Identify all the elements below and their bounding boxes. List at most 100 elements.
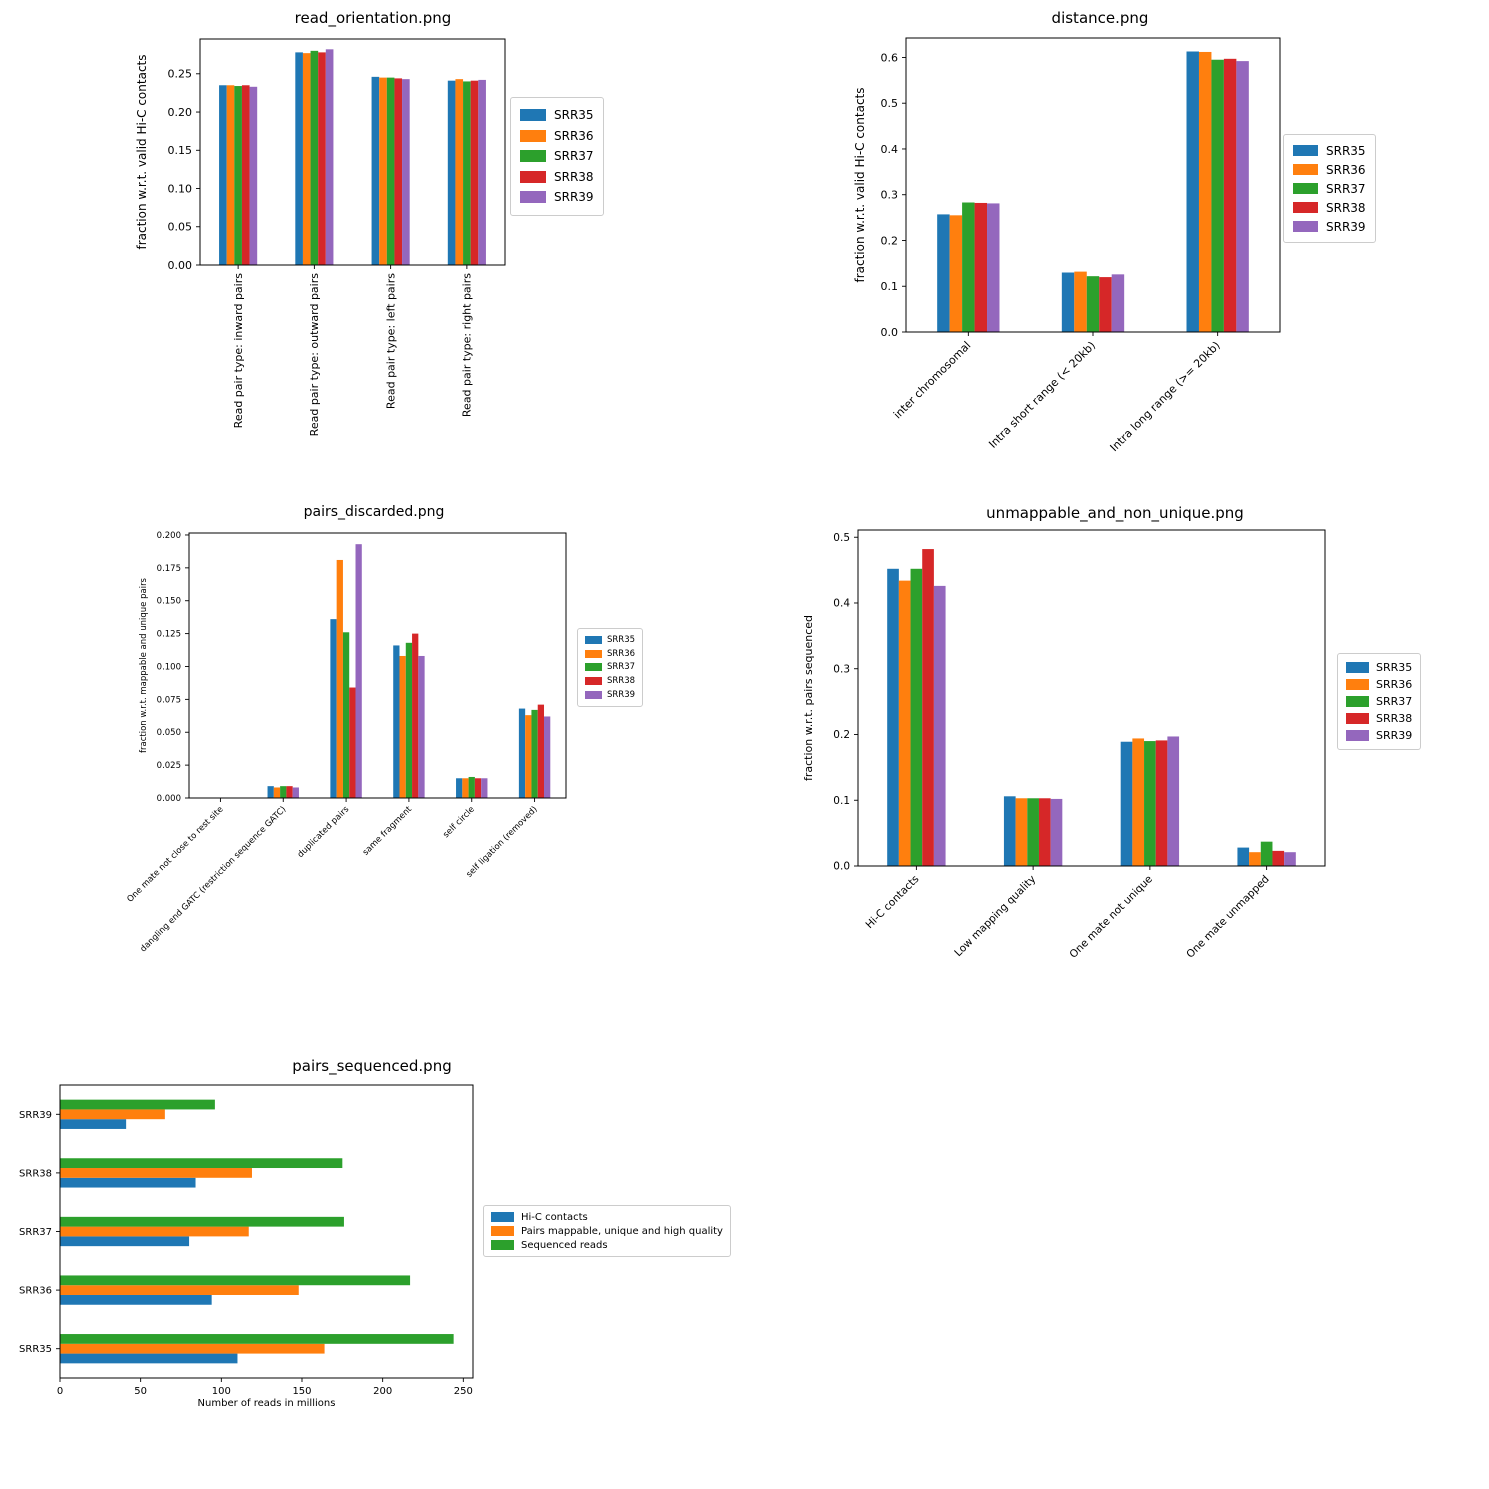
y-category-label: SRR39 [19,1110,52,1121]
bar-SRR37 [234,86,242,265]
x-category-label: Read pair type: right pairs [461,273,474,417]
y-tick-label: 0.000 [157,794,181,804]
legend-item: SRR39 [520,187,594,208]
bar-Pairs mappable, unique and high quality [60,1285,299,1295]
y-tick-label: 0.075 [157,695,181,705]
y-tick-label: 0.1 [881,280,899,293]
bar-SRR36 [336,559,343,798]
y-category-label: SRR35 [19,1344,52,1355]
y-tick-label: 0.5 [881,97,899,110]
legend-unmappable-and-non-unique: SRR35 SRR36 SRR37 SRR38 SRR39 [1337,653,1422,750]
y-tick-label: 0.05 [168,221,193,234]
legend-label: SRR39 [607,690,636,701]
legend-label: SRR38 [607,676,636,687]
bar-SRR38 [1038,798,1051,866]
y-tick-label: 0.125 [157,630,181,640]
bar-SRR37 [405,642,413,798]
plot-border [188,532,567,799]
legend-item: SRR35 [1293,141,1366,160]
legend-swatch-Hi-C contacts [491,1212,514,1222]
legend-item: SRR38 [1293,198,1366,217]
legend-swatch-SRR35 [585,635,602,644]
y-tick-label: 0.4 [833,598,850,610]
y-axis-label: fraction w.r.t. mappable and unique pair… [139,577,149,753]
legend-item: SRR37 [1293,179,1366,198]
bar-SRR37 [310,50,319,265]
bar-SRR37 [280,786,287,798]
bar-SRR36 [898,580,911,866]
bar-SRR36 [525,715,532,798]
bar-Sequenced reads [60,1334,454,1344]
bar-SRR39 [418,655,425,798]
legend-item: SRR38 [1346,710,1412,727]
bar-SRR38 [1099,277,1112,332]
chart-title-read-orientation: read_orientation.png [294,9,452,27]
y-tick-label: 0.15 [168,144,193,157]
y-tick-label: 0.200 [157,531,181,541]
y-tick-label: 0.4 [881,143,899,156]
bar-SRR35 [456,778,463,798]
y-tick-label: 0.6 [881,51,899,64]
bar-SRR35 [371,76,380,265]
legend-label: SRR37 [1326,181,1366,196]
bar-SRR38 [318,52,326,265]
legend-label: SRR36 [1376,677,1413,691]
x-category-label: Intra short range (< 20kb) [986,339,1098,451]
bar-SRR38 [537,704,545,798]
chart-title-unmappable-and-non-unique: unmappable_and_non_unique.png [986,504,1244,522]
bar-SRR36 [462,778,469,798]
legend-item: SRR39 [1293,217,1366,236]
legend-label: SRR36 [607,648,636,659]
bar-Pairs mappable, unique and high quality [60,1168,252,1178]
legend-label: Pairs mappable, unique and high quality [521,1225,723,1237]
legend-swatch-SRR35 [1293,145,1318,156]
bar-SRR37 [468,776,475,798]
legend-swatch-Sequenced reads [491,1240,514,1250]
plot-border [59,1084,474,1379]
y-tick-label: 0.2 [833,729,850,741]
x-category-label: Read pair type: inward pairs [232,273,245,429]
legend-label: SRR39 [1326,219,1366,234]
legend-swatch-SRR39 [585,691,602,700]
legend-swatch-SRR38 [585,677,602,686]
bar-SRR35 [1186,51,1199,332]
bar-SRR38 [1223,58,1237,332]
y-axis-label: fraction w.r.t. valid Hi-C contacts [135,54,149,249]
legend-item: SRR37 [520,146,594,167]
y-tick-label: 0.10 [168,182,193,195]
x-category-label: Read pair type: outward pairs [308,273,321,437]
legend-distance: SRR35 SRR36 SRR37 SRR38 SRR39 [1283,134,1376,243]
bar-Sequenced reads [60,1216,344,1227]
bar-SRR39 [249,86,258,265]
legend-item: SRR35 [520,105,594,126]
bar-SRR39 [481,778,488,798]
legend-label: SRR39 [1376,729,1413,743]
bar-Hi-C contacts [60,1294,212,1305]
legend-label: SRR35 [607,634,636,645]
bar-SRR37 [1260,841,1273,866]
y-tick-label: 0.3 [881,189,899,202]
x-category-label: Read pair type: left pairs [384,273,397,409]
bar-SRR39 [1284,852,1296,866]
bar-SRR35 [330,619,337,798]
x-category-label: One mate not unique [1067,873,1155,961]
legend-label: SRR38 [554,169,594,184]
x-category-label: inter chromosomal [891,339,973,421]
bar-SRR36 [1249,852,1261,866]
bar-SRR36 [399,655,406,798]
bar-SRR39 [478,79,486,265]
y-tick-label: 0.20 [168,106,193,119]
x-category-label: One mate unmapped [1184,873,1271,960]
y-tick-label: 0.5 [833,532,850,544]
legend-swatch-SRR39 [1293,221,1318,232]
legend-swatch-SRR35 [1346,661,1369,673]
bar-SRR35 [1003,796,1016,866]
legend-pairs-discarded: SRR35 SRR36 SRR37 SRR38 SRR39 [577,628,644,707]
bar-SRR37 [1211,59,1224,333]
y-tick-label: 0.0 [833,861,850,873]
bar-SRR39 [1111,274,1125,332]
x-category-label: self ligation (removed) [465,805,540,880]
bar-SRR35 [267,786,274,798]
legend-item: SRR36 [1346,676,1412,693]
